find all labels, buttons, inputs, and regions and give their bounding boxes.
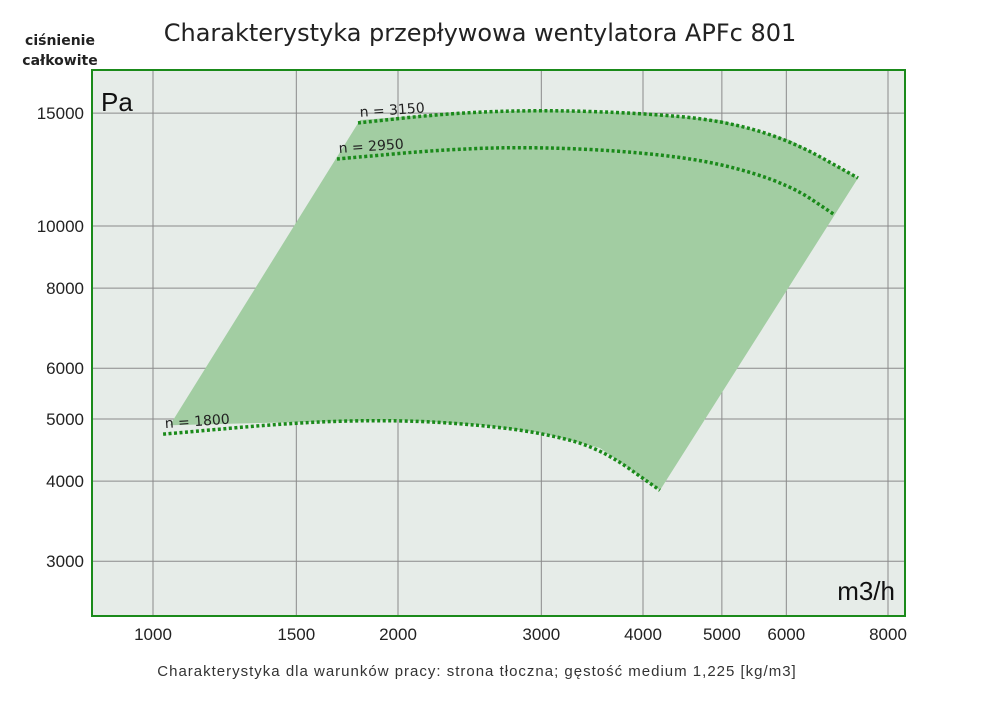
y-axis-label-line2: całkowite <box>22 53 97 69</box>
y-axis-label-line1: ciśnienie <box>25 33 95 49</box>
y-tick-label: 3000 <box>46 552 84 571</box>
x-tick-label: 2000 <box>379 625 417 644</box>
y-tick-label: 5000 <box>46 410 84 429</box>
y-tick-label: 8000 <box>46 279 84 298</box>
y-tick-label: 15000 <box>37 104 84 123</box>
x-tick-label: 4000 <box>624 625 662 644</box>
speed-curve-2950 <box>336 145 836 217</box>
y-tick-label: 10000 <box>37 217 84 236</box>
curve-label: n = 1800 <box>164 412 230 433</box>
x-unit-label: m3/h <box>837 576 895 606</box>
x-tick-label: 1500 <box>277 625 315 644</box>
y-unit-label: Pa <box>101 87 133 117</box>
y-tick-label: 6000 <box>46 359 84 378</box>
footnote: Charakterystyka dla warunków pracy: stro… <box>157 663 796 680</box>
x-tick-label: 8000 <box>869 625 907 644</box>
chart-title: Charakterystyka przepływowa wentylatora … <box>164 19 797 47</box>
curve-label: n = 3150 <box>359 100 425 121</box>
x-tick-label: 1000 <box>134 625 172 644</box>
y-tick-label: 4000 <box>46 472 84 491</box>
speed-curve-3150 <box>357 108 859 180</box>
curve-label: n = 2950 <box>338 136 404 157</box>
plot-frame <box>91 69 906 617</box>
operating-area <box>169 109 859 491</box>
x-tick-label: 5000 <box>703 625 741 644</box>
x-tick-label: 6000 <box>767 625 805 644</box>
speed-curve-1800 <box>162 418 661 492</box>
x-tick-label: 3000 <box>522 625 560 644</box>
